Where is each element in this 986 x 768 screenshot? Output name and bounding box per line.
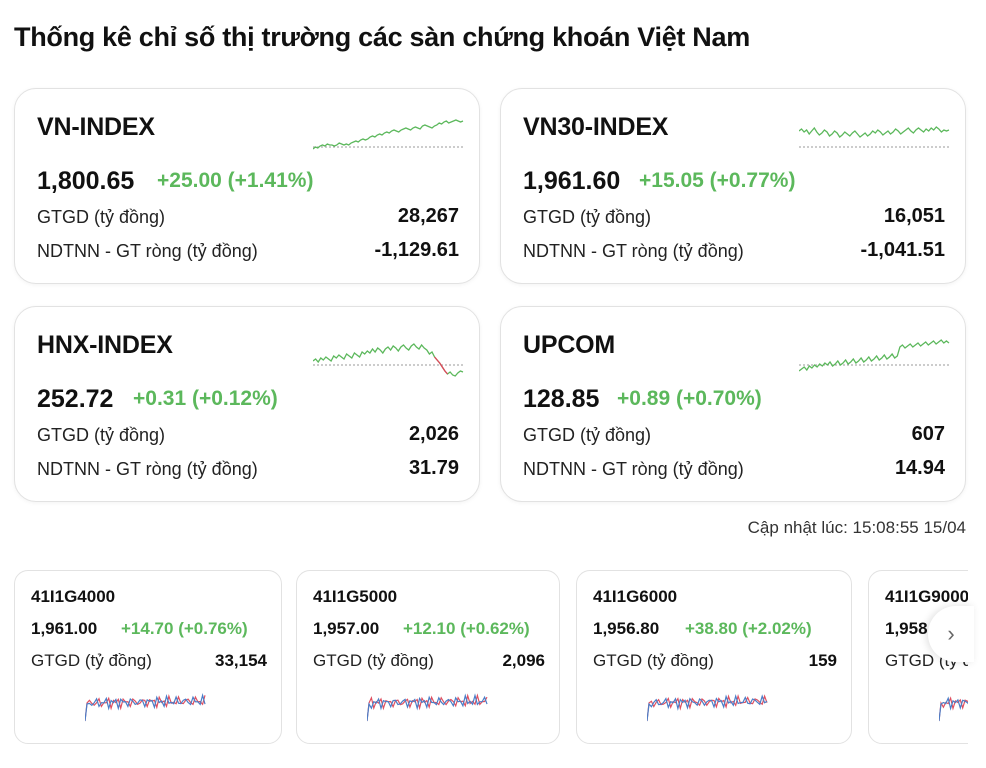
gtgd-value: 2,096 <box>502 651 545 670</box>
page-title: Thống kê chỉ số thị trường các sàn chứng… <box>14 22 750 52</box>
mini-chart <box>367 693 488 722</box>
index-card-vnindex[interactable]: VN-INDEX 1,800.65 +25.00 (+1.41%) GTGD (… <box>14 88 480 284</box>
ndtnn-label: NDTNN - GT ròng (tỷ đồng) <box>523 241 744 261</box>
mini-chart <box>647 693 768 722</box>
ndtnn-label: NDTNN - GT ròng (tỷ đồng) <box>37 241 258 261</box>
futures-name: 41I1G6000 <box>593 587 678 606</box>
gtgd-label: GTGD (tỷ đồng) <box>37 207 166 227</box>
gtgd-label: GTGD (tỷ đồng) <box>593 651 714 670</box>
futures-value: 1,957.00 <box>313 619 380 638</box>
gtgd-value: 607 <box>911 423 945 445</box>
sparkline-chart <box>313 343 464 377</box>
gtgd-label: GTGD (tỷ đồng) <box>313 651 434 670</box>
gtgd-label: GTGD (tỷ đồng) <box>523 425 652 445</box>
scroll-next-button[interactable]: › <box>928 606 974 662</box>
gtgd-value: 2,026 <box>408 423 459 445</box>
gtgd-label: GTGD (tỷ đồng) <box>523 207 652 227</box>
index-value: 1,961.60 <box>523 167 621 195</box>
mini-line-blue <box>647 693 768 722</box>
index-value: 128.85 <box>523 385 600 413</box>
futures-card[interactable]: 41I1G4000 1,961.00 +14.70 (+0.76%) GTGD … <box>14 570 282 744</box>
mini-line-blue <box>85 692 206 722</box>
index-card-vn30[interactable]: VN30-INDEX 1,961.60 +15.05 (+0.77%) GTGD… <box>500 88 966 284</box>
index-change: +15.05 (+0.77%) <box>639 169 796 192</box>
sparkline-path <box>799 126 950 138</box>
sparkline-down-segment <box>434 356 448 375</box>
update-timestamp: Cập nhật lúc: 15:08:55 15/04 <box>747 518 966 537</box>
index-name: HNX-INDEX <box>37 331 173 359</box>
ndtnn-label: NDTNN - GT ròng (tỷ đồng) <box>37 459 258 479</box>
index-change: +0.31 (+0.12%) <box>133 387 278 410</box>
sparkline-chart <box>313 119 464 150</box>
gtgd-value: 28,267 <box>397 205 459 227</box>
index-card-upcom[interactable]: UPCOM 128.85 +0.89 (+0.70%) GTGD (tỷ đồn… <box>500 306 966 502</box>
index-name: VN30-INDEX <box>523 113 669 141</box>
futures-name: 41I1G4000 <box>31 587 116 606</box>
gtgd-value: 33,154 <box>215 651 267 670</box>
ndtnn-value: -1,129.61 <box>374 239 459 261</box>
mini-chart <box>85 692 206 722</box>
futures-value: 1,956.80 <box>593 619 660 638</box>
gtgd-label: GTGD (tỷ đồng) <box>37 425 166 445</box>
ndtnn-value: 14.94 <box>894 457 945 479</box>
index-name: UPCOM <box>523 331 616 359</box>
index-card-hnx[interactable]: HNX-INDEX 252.72 +0.31 (+0.12%) GTGD (tỷ… <box>14 306 480 502</box>
sparkline-path <box>799 339 950 372</box>
gtgd-value: 16,051 <box>883 205 945 227</box>
sparkline-chart <box>799 339 950 372</box>
futures-card[interactable]: 41I1G5000 1,957.00 +12.10 (+0.62%) GTGD … <box>296 570 560 744</box>
gtgd-value: 159 <box>808 651 837 670</box>
futures-change: +12.10 (+0.62%) <box>403 619 530 638</box>
chevron-right-icon: › <box>947 621 955 646</box>
index-name: VN-INDEX <box>37 113 155 141</box>
ndtnn-label: NDTNN - GT ròng (tỷ đồng) <box>523 459 744 479</box>
mini-line-red <box>85 694 206 722</box>
mini-chart <box>939 696 986 722</box>
sparkline-path <box>313 119 464 150</box>
futures-name: 41I1G5000 <box>313 587 398 606</box>
sparkline-path <box>313 343 464 377</box>
index-change: +25.00 (+1.41%) <box>157 169 314 192</box>
mini-line-blue <box>939 696 986 722</box>
index-change: +0.89 (+0.70%) <box>617 387 762 410</box>
index-value: 252.72 <box>37 385 114 413</box>
mini-line-blue <box>367 693 488 722</box>
futures-card[interactable]: 41I1G6000 1,956.80 +38.80 (+2.02%) GTGD … <box>576 570 852 744</box>
gtgd-label: GTGD (tỷ đồng) <box>31 651 152 670</box>
futures-change: +38.80 (+2.02%) <box>685 619 812 638</box>
futures-name: 41I1G9000 <box>885 587 970 606</box>
ndtnn-value: 31.79 <box>408 457 459 479</box>
ndtnn-value: -1,041.51 <box>860 239 945 261</box>
futures-change: +14.70 (+0.76%) <box>121 619 248 638</box>
index-value: 1,800.65 <box>37 167 135 195</box>
sparkline-chart <box>799 126 950 148</box>
futures-value: 1,961.00 <box>31 619 98 638</box>
